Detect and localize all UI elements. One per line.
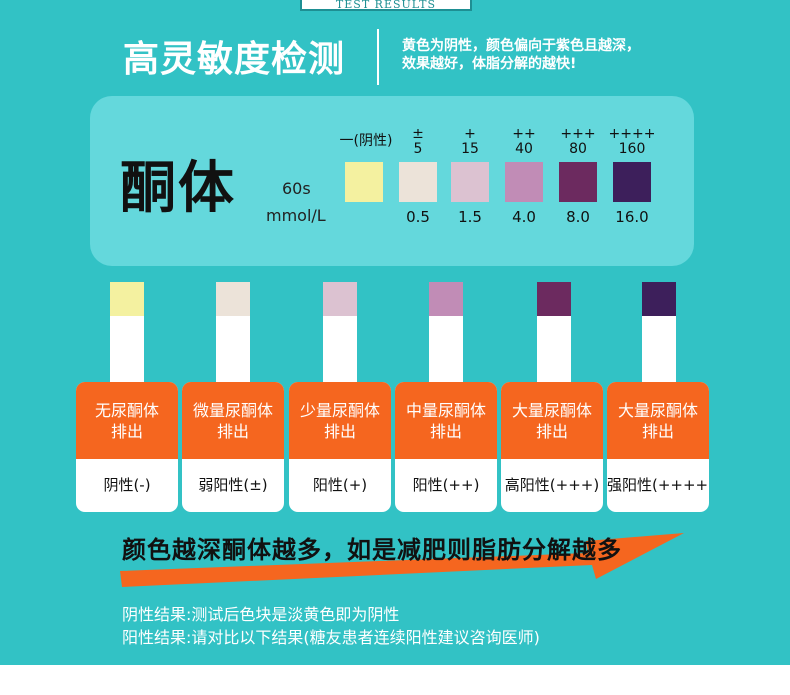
scale-swatch [505, 162, 543, 202]
scale-mg: 40 [515, 141, 533, 157]
card-header-line1: 大量尿酮体 [511, 400, 592, 420]
card-header: 中量尿酮体 排出 [395, 382, 497, 459]
card-header: 微量尿酮体 排出 [182, 382, 284, 459]
card-result: 阴性(-) [103, 476, 151, 494]
result-card: 微量尿酮体 排出 弱阳性(±) [182, 382, 284, 512]
test-strip [537, 282, 571, 382]
test-strip [216, 282, 250, 382]
card-header: 无尿酮体 排出 [76, 382, 178, 459]
result-card: 大量尿酮体 排出 高阳性(+++) [501, 382, 603, 512]
card-result: 阳性(+) [312, 476, 368, 494]
scale-value: 0.5 [406, 208, 430, 226]
card-header-line1: 中量尿酮体 [405, 400, 486, 420]
scale-sign: ++ [512, 126, 536, 142]
card-header-line1: 大量尿酮体 [617, 400, 698, 420]
card-header-line2: 排出 [429, 421, 462, 441]
scale-mg: 5 [413, 141, 423, 157]
result-card: 少量尿酮体 排出 阳性(+) [289, 382, 391, 512]
card-result: 弱阳性(±) [198, 476, 268, 494]
strip-reagent-pad [110, 282, 144, 316]
card-header-line1: 无尿酮体 [94, 400, 159, 420]
strip-reagent-pad [537, 282, 571, 316]
scale-sign: + [464, 126, 476, 142]
test-strip [429, 282, 463, 382]
header-note-line1: 黄色为阴性，颜色偏向于紫色且越深， [402, 38, 640, 54]
concentration-unit: mmol/L [266, 206, 326, 225]
strip-reagent-pad [429, 282, 463, 316]
scale-mg: 160 [618, 141, 646, 157]
scale-mg: 80 [569, 141, 587, 157]
card-header-line2: 排出 [110, 421, 143, 441]
scale-label: 一(阴性) [339, 133, 393, 149]
infographic-canvas: TEST RESULTS 高灵敏度检测 黄色为阴性，颜色偏向于紫色且越深， 效果… [0, 0, 790, 665]
card-header-line2: 排出 [535, 421, 568, 441]
conclusion-text: 颜色越深酮体越多，如是减肥则脂肪分解越多 [122, 536, 622, 564]
scale-swatch [451, 162, 489, 202]
positive-result-note: 阳性结果:请对比以下结果(糖友患者连续阳性建议咨询医师) [122, 628, 540, 647]
strip-reagent-pad [216, 282, 250, 316]
scale-sign: ± [412, 126, 424, 142]
scale-value: 8.0 [566, 208, 590, 226]
result-card: 大量尿酮体 排出 强阳性(++++) [607, 382, 709, 512]
card-header-line1: 少量尿酮体 [299, 400, 380, 420]
scale-value: 1.5 [458, 208, 482, 226]
analyte-title: 酮体 [120, 156, 236, 221]
scale-swatch [399, 162, 437, 202]
header-note-line2: 效果越好，体脂分解的越快! [402, 56, 577, 72]
title-divider [377, 29, 379, 85]
test-strip [110, 282, 144, 382]
header-note: 黄色为阴性，颜色偏向于紫色且越深， 效果越好，体脂分解的越快! [402, 37, 640, 73]
strip-reagent-pad [642, 282, 676, 316]
card-header: 大量尿酮体 排出 [607, 382, 709, 459]
scale-swatch [613, 162, 651, 202]
scale-mg: 15 [461, 141, 479, 157]
scale-swatch [345, 162, 383, 202]
result-card: 中量尿酮体 排出 阳性(++) [395, 382, 497, 512]
scale-value: 16.0 [615, 208, 649, 226]
card-header: 少量尿酮体 排出 [289, 382, 391, 459]
test-strip [323, 282, 357, 382]
card-header-line1: 微量尿酮体 [192, 400, 273, 420]
card-result: 高阳性(+++) [504, 476, 600, 494]
card-result: 强阳性(++++) [607, 476, 709, 494]
strip-reagent-pad [323, 282, 357, 316]
card-header-line2: 排出 [216, 421, 249, 441]
card-result: 阳性(++) [412, 476, 480, 494]
result-card: 无尿酮体 排出 阴性(-) [76, 382, 178, 512]
test-strip [642, 282, 676, 382]
scale-swatch [559, 162, 597, 202]
rising-arrow-icon [120, 533, 684, 587]
page-title: 高灵敏度检测 [123, 39, 346, 80]
time-unit: 60s [282, 179, 311, 198]
negative-result-note: 阴性结果:测试后色块是淡黄色即为阴性 [122, 605, 400, 624]
card-header-line2: 排出 [323, 421, 356, 441]
scale-sign: +++ [560, 126, 596, 142]
scale-value: 4.0 [512, 208, 536, 226]
scale-sign: ++++ [608, 126, 656, 142]
test-results-tab: TEST RESULTS [300, 0, 472, 11]
card-header-line2: 排出 [641, 421, 674, 441]
card-header: 大量尿酮体 排出 [501, 382, 603, 459]
